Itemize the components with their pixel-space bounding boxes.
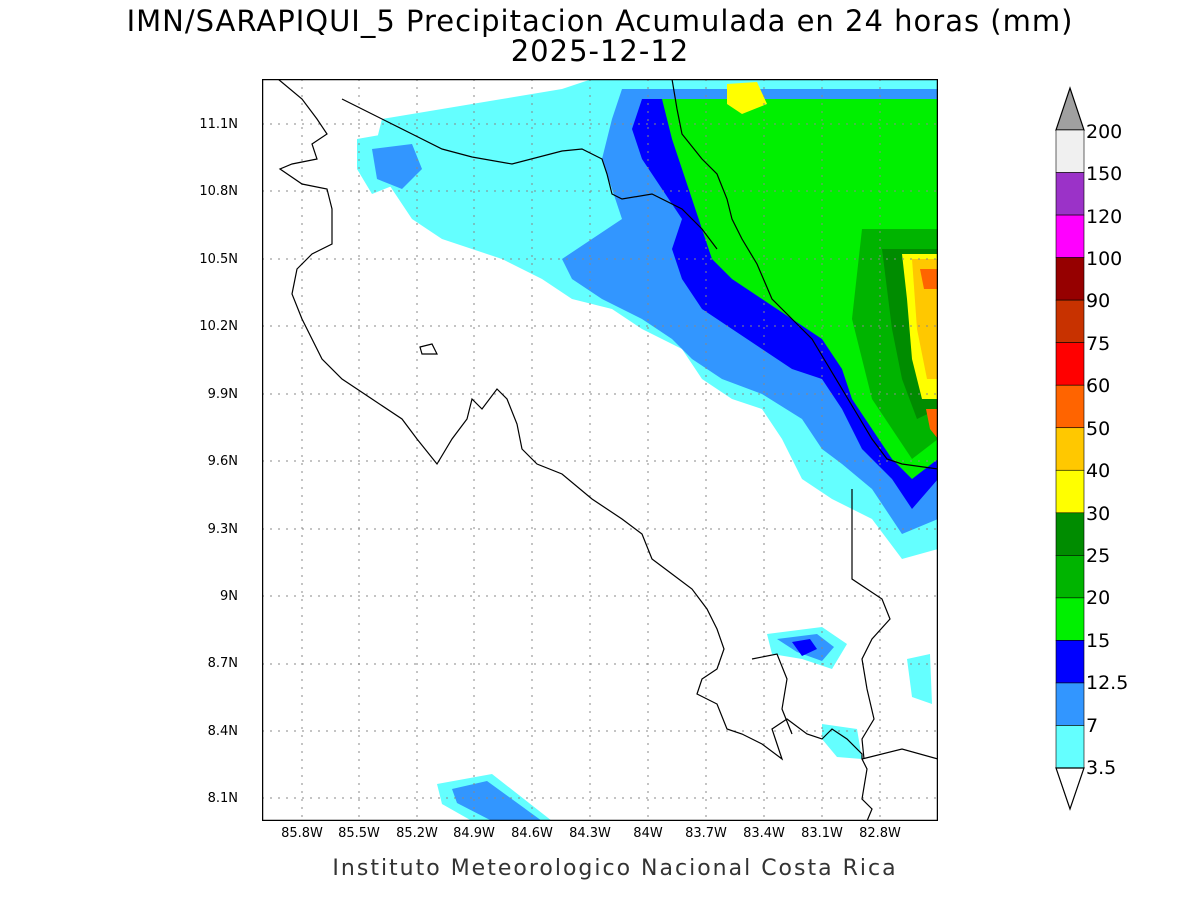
legend-label: 75 — [1086, 333, 1111, 355]
legend-swatch — [1055, 725, 1085, 769]
lon-label: 84.9W — [453, 826, 495, 841]
panama-border — [851, 489, 891, 760]
legend-label: 20 — [1086, 587, 1111, 609]
legend-swatch — [1055, 129, 1085, 173]
map-title: IMN/SARAPIQUI_5 Precipitacion Acumulada … — [126, 4, 1074, 38]
lon-label: 84.3W — [569, 826, 611, 841]
precip-30mm-area — [727, 82, 767, 114]
lat-label: 9.6N — [207, 454, 238, 469]
legend-label: 40 — [1086, 460, 1111, 482]
lon-label: 83.1W — [801, 826, 843, 841]
legend-label: 200 — [1086, 121, 1123, 143]
legend-over-arrow — [1055, 86, 1085, 131]
lon-label: 85.2W — [396, 826, 438, 841]
lon-label: 84.6W — [511, 826, 553, 841]
lat-label: 9.3N — [207, 522, 238, 537]
pacific-coastline — [277, 79, 873, 821]
lat-label: 8.7N — [207, 656, 238, 671]
legend-label: 60 — [1086, 375, 1111, 397]
precip-3.5mm-area — [907, 654, 932, 704]
legend-label: 100 — [1086, 248, 1123, 270]
legend-label: 3.5 — [1086, 757, 1117, 779]
lon-label: 83.4W — [743, 826, 785, 841]
legend-label: 25 — [1086, 545, 1111, 567]
osa-peninsula — [751, 653, 793, 735]
lat-label: 8.1N — [207, 791, 238, 806]
map-frame — [262, 79, 938, 821]
legend-swatch — [1055, 640, 1085, 684]
precip-12.5mm-area — [792, 639, 817, 656]
lat-label: 9.9N — [207, 387, 238, 402]
precip-3.5mm-area — [822, 724, 862, 759]
legend-label: 150 — [1086, 163, 1123, 185]
lon-label: 85.5W — [338, 826, 380, 841]
lat-label: 9N — [220, 589, 238, 604]
lat-label: 11.1N — [199, 117, 238, 132]
caribbean-coastline — [671, 79, 938, 470]
precipitation-map — [262, 79, 938, 821]
lon-label: 84W — [633, 826, 663, 841]
map-grid — [262, 79, 938, 821]
lon-label: 82.8W — [859, 826, 901, 841]
legend-swatch — [1055, 427, 1085, 471]
legend-label: 12.5 — [1086, 672, 1129, 694]
legend-swatches — [1055, 129, 1085, 769]
color-scale-bar — [1055, 86, 1085, 811]
legend-label: 30 — [1086, 503, 1111, 525]
panama-coast — [861, 748, 938, 760]
precip-7mm-area — [372, 144, 422, 189]
legend-swatch — [1055, 299, 1085, 343]
legend-swatch — [1055, 682, 1085, 726]
legend-swatch — [1055, 597, 1085, 641]
legend-swatch — [1055, 172, 1085, 216]
legend-label: 7 — [1086, 715, 1099, 737]
legend-label: 15 — [1086, 630, 1111, 652]
lon-label: 83.7W — [685, 826, 727, 841]
legend-label: 90 — [1086, 290, 1111, 312]
lat-label: 8.4N — [207, 724, 238, 739]
coastlines — [277, 79, 938, 821]
nicoya-gulf-island — [419, 343, 438, 355]
precip-fields — [357, 79, 938, 821]
legend-swatch — [1055, 214, 1085, 258]
legend-under-arrow — [1055, 767, 1085, 811]
legend-swatch — [1055, 512, 1085, 556]
nicaragua-border — [341, 98, 718, 250]
lat-label: 10.8N — [199, 184, 238, 199]
legend-label: 50 — [1086, 418, 1111, 440]
legend-label: 120 — [1086, 206, 1123, 228]
map-date: 2025-12-12 — [510, 34, 690, 68]
legend-swatch — [1055, 469, 1085, 514]
precip-50mm-area — [926, 409, 938, 439]
legend-swatch — [1055, 384, 1085, 429]
legend-swatch — [1055, 342, 1085, 386]
map-panel — [262, 79, 938, 821]
lat-label: 10.5N — [199, 252, 238, 267]
lon-label: 85.8W — [281, 826, 323, 841]
footer-credit: Instituto Meteorologico Nacional Costa R… — [332, 856, 898, 881]
precip-50mm-area — [920, 269, 938, 289]
lat-label: 10.2N — [199, 319, 238, 334]
legend-swatch — [1055, 555, 1085, 599]
legend-swatch — [1055, 257, 1085, 301]
